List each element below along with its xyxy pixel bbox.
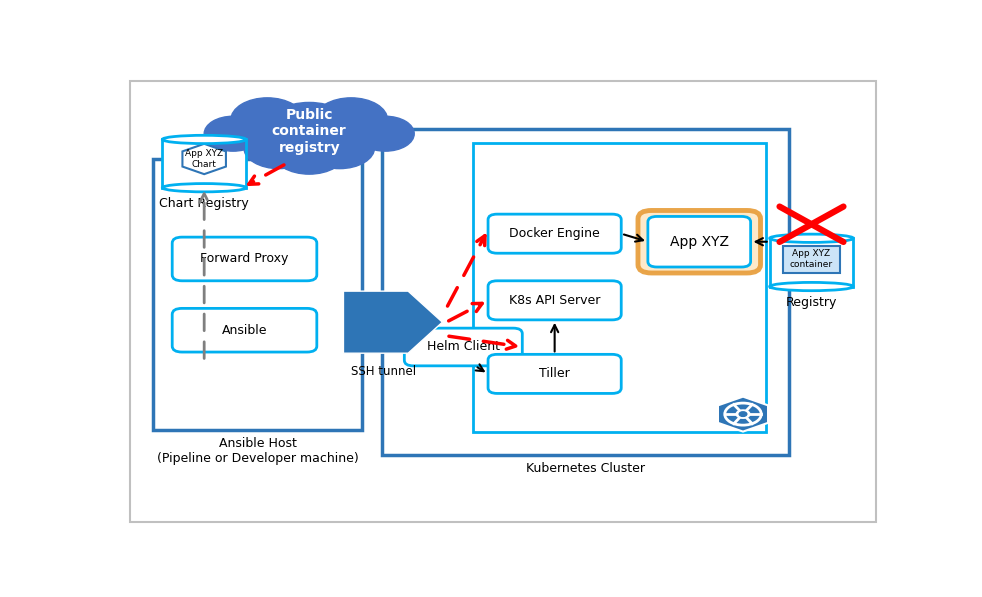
Circle shape — [244, 127, 314, 168]
Circle shape — [231, 98, 303, 142]
Circle shape — [265, 103, 354, 156]
Text: Registry: Registry — [786, 296, 838, 309]
Ellipse shape — [770, 282, 853, 291]
Bar — [162, 140, 246, 187]
Circle shape — [314, 98, 388, 142]
Ellipse shape — [162, 136, 246, 144]
Text: Tiller: Tiller — [539, 367, 570, 380]
Bar — [381, 129, 789, 456]
Text: Docker Engine: Docker Engine — [510, 227, 600, 240]
Text: App XYZ
Chart: App XYZ Chart — [186, 149, 223, 169]
Circle shape — [273, 130, 346, 174]
Circle shape — [204, 116, 262, 151]
Ellipse shape — [770, 234, 853, 242]
Text: Helm Client: Helm Client — [427, 340, 500, 353]
Text: Public
container
registry: Public container registry — [272, 108, 347, 155]
FancyBboxPatch shape — [648, 217, 750, 267]
FancyBboxPatch shape — [488, 214, 622, 253]
Text: K8s API Server: K8s API Server — [509, 294, 600, 307]
Text: SSH tunnel: SSH tunnel — [351, 365, 416, 378]
Ellipse shape — [162, 183, 246, 192]
Circle shape — [356, 116, 414, 151]
Circle shape — [304, 127, 375, 168]
Text: Forward Proxy: Forward Proxy — [200, 253, 289, 266]
Bar — [473, 143, 766, 432]
Text: Ansible Host
(Pipeline or Developer machine): Ansible Host (Pipeline or Developer mach… — [157, 437, 358, 465]
Polygon shape — [183, 144, 226, 174]
FancyBboxPatch shape — [488, 281, 622, 320]
Circle shape — [739, 412, 746, 417]
Text: Ansible: Ansible — [222, 324, 267, 337]
Bar — [153, 159, 362, 430]
Text: App XYZ: App XYZ — [670, 235, 729, 249]
Text: Kubernetes Cluster: Kubernetes Cluster — [525, 462, 644, 475]
Bar — [770, 238, 853, 287]
Circle shape — [736, 410, 750, 418]
Polygon shape — [718, 396, 768, 432]
Text: Chart Registry: Chart Registry — [159, 197, 249, 210]
FancyBboxPatch shape — [405, 328, 522, 366]
FancyBboxPatch shape — [172, 237, 317, 281]
Polygon shape — [344, 291, 442, 353]
FancyBboxPatch shape — [638, 211, 760, 273]
Text: App XYZ
container: App XYZ container — [790, 250, 833, 269]
Bar — [783, 246, 841, 272]
FancyBboxPatch shape — [488, 355, 622, 393]
FancyBboxPatch shape — [172, 309, 317, 352]
